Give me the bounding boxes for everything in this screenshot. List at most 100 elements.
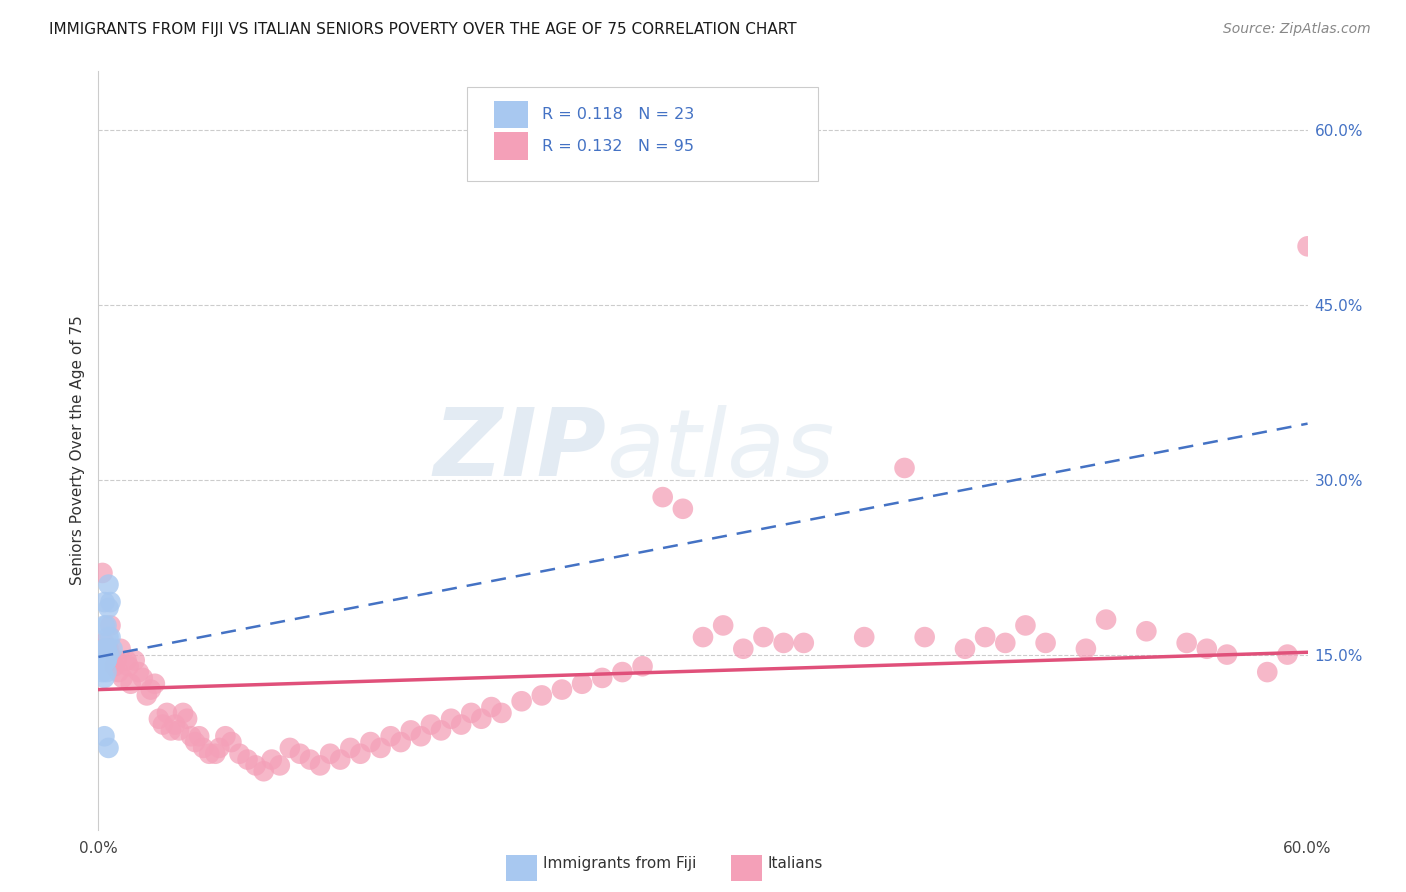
Text: ZIP: ZIP <box>433 404 606 497</box>
Text: Source: ZipAtlas.com: Source: ZipAtlas.com <box>1223 22 1371 37</box>
Point <box>143 677 166 691</box>
Point <box>110 641 132 656</box>
Point <box>100 595 122 609</box>
Point <box>93 671 115 685</box>
Point <box>93 618 115 632</box>
Point <box>124 653 146 667</box>
Point <box>269 758 291 772</box>
Point <box>349 747 371 761</box>
Point <box>101 641 124 656</box>
Point <box>530 689 553 703</box>
Point <box>914 630 936 644</box>
Point <box>97 577 120 591</box>
Point <box>470 712 492 726</box>
Point <box>188 729 211 743</box>
Point <box>612 665 634 679</box>
Point <box>128 665 150 679</box>
Point <box>420 717 443 731</box>
Point <box>1074 641 1097 656</box>
Point <box>228 747 250 761</box>
Point <box>319 747 342 761</box>
Point <box>733 641 755 656</box>
Point <box>97 641 120 656</box>
Point <box>91 566 114 580</box>
Point <box>430 723 453 738</box>
Point <box>994 636 1017 650</box>
Point <box>204 747 226 761</box>
Point <box>120 677 142 691</box>
Point <box>1277 648 1299 662</box>
Text: atlas: atlas <box>606 405 835 496</box>
Point <box>260 753 283 767</box>
Point <box>551 682 574 697</box>
Point <box>389 735 412 749</box>
Point <box>253 764 276 779</box>
Point <box>460 706 482 720</box>
Point <box>793 636 815 650</box>
Point <box>711 618 734 632</box>
Point <box>360 735 382 749</box>
Point <box>288 747 311 761</box>
Point <box>180 729 202 743</box>
Point <box>953 641 976 656</box>
Point <box>339 740 361 755</box>
Point <box>571 677 593 691</box>
Point <box>163 717 186 731</box>
Point <box>105 653 128 667</box>
Point <box>152 717 174 731</box>
Point <box>100 618 122 632</box>
Point <box>100 630 122 644</box>
Point <box>160 723 183 738</box>
Text: Immigrants from Fiji: Immigrants from Fiji <box>543 856 696 871</box>
Point <box>156 706 179 720</box>
Text: IMMIGRANTS FROM FIJI VS ITALIAN SENIORS POVERTY OVER THE AGE OF 75 CORRELATION C: IMMIGRANTS FROM FIJI VS ITALIAN SENIORS … <box>49 22 797 37</box>
Point <box>309 758 332 772</box>
Text: R = 0.118   N = 23: R = 0.118 N = 23 <box>543 107 695 122</box>
Point <box>118 659 141 673</box>
Point <box>132 671 155 685</box>
Point <box>208 740 231 755</box>
Point <box>167 723 190 738</box>
Point <box>97 740 120 755</box>
Point <box>591 671 613 685</box>
Point <box>692 630 714 644</box>
Point <box>198 747 221 761</box>
Point <box>96 653 118 667</box>
Point <box>96 653 118 667</box>
Point <box>93 636 115 650</box>
Point <box>1135 624 1157 639</box>
Point <box>93 641 115 656</box>
Point <box>135 689 157 703</box>
Point <box>96 653 118 667</box>
Y-axis label: Seniors Poverty Over the Age of 75: Seniors Poverty Over the Age of 75 <box>69 316 84 585</box>
Point <box>1014 618 1036 632</box>
Point <box>96 665 118 679</box>
Point <box>91 659 114 673</box>
Point <box>510 694 533 708</box>
Point <box>111 671 134 685</box>
Point <box>1256 665 1278 679</box>
Point <box>148 712 170 726</box>
Point <box>93 729 115 743</box>
Point <box>96 618 118 632</box>
Point <box>139 682 162 697</box>
Point <box>450 717 472 731</box>
Point <box>329 753 352 767</box>
Text: R = 0.132   N = 95: R = 0.132 N = 95 <box>543 139 695 153</box>
Point <box>1195 641 1218 656</box>
Point <box>93 595 115 609</box>
Point <box>96 641 118 656</box>
FancyBboxPatch shape <box>494 133 527 160</box>
Point <box>221 735 243 749</box>
Point <box>193 740 215 755</box>
Point <box>299 753 322 767</box>
Point <box>491 706 513 720</box>
Point <box>236 753 259 767</box>
Point <box>184 735 207 749</box>
Point <box>1035 636 1057 650</box>
Point <box>380 729 402 743</box>
Point <box>91 665 114 679</box>
Point <box>115 653 138 667</box>
FancyBboxPatch shape <box>467 87 818 181</box>
Point <box>370 740 392 755</box>
